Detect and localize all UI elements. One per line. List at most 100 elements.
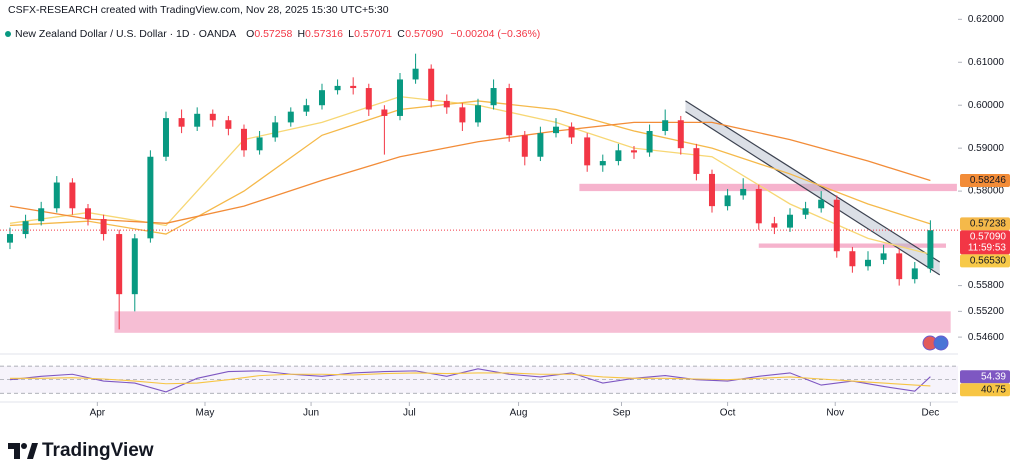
zone [579,183,957,192]
candle-body [334,85,341,91]
candle-body [240,128,247,151]
candle-body [521,135,528,157]
x-tick-label: Oct [720,408,736,419]
candle-body [771,223,778,228]
candle-body [911,268,918,280]
candle-body [69,182,76,209]
candle-body [615,150,622,162]
candle-body [599,161,606,166]
brand: TradingView [42,440,154,461]
ohlc-label: H [297,28,305,40]
candle-body [833,199,840,252]
indicator-line [9,368,931,393]
countdown: 11:59:53 [968,242,1007,253]
x-tick-label: Aug [510,408,528,419]
change: −0.00204 (−0.36%) [450,28,540,40]
candle-body [693,148,700,174]
price-label-box [960,217,1010,231]
price-label: 0.56530 [970,255,1007,266]
price-label-box [960,230,1010,255]
candle-body [818,199,825,209]
candle-body [864,259,871,267]
y-tick-label: 0.59000 [968,143,1005,154]
candle-body [677,120,684,149]
y-tick-label: 0.60000 [968,100,1005,111]
candle-body [53,182,60,209]
candle-body [443,100,450,108]
candle-body [131,238,138,295]
candle-body [209,113,216,121]
candle-body [740,188,747,196]
candle-body [84,208,91,220]
candle-body [256,137,263,151]
candle-body [568,126,575,138]
price-label: 0.58246 [970,175,1007,186]
flag-icon [922,335,949,351]
credit: CSFX-RESEARCH created with TradingView.c… [8,4,389,16]
candle-body [506,88,513,136]
status-dot [5,31,11,37]
candle-body [303,105,310,112]
candle-body [38,208,45,222]
y-tick-label: 0.55200 [968,306,1005,317]
indicator-label: 54.39 [981,371,1006,382]
y-tick-label: 0.55800 [968,280,1005,291]
channel-line [685,100,941,263]
logo [8,443,38,459]
ohlc-label: O [246,28,254,40]
x-tick-label: Apr [90,408,106,419]
candle-body [724,195,731,207]
candle-body [22,221,29,235]
y-tick-label: 0.61000 [968,57,1005,68]
x-tick-label: Jul [403,408,416,419]
candle-body [708,173,715,207]
candle-body [116,234,123,295]
price-label: 0.57090 [970,231,1007,242]
candle-body [178,118,185,127]
price-label: 0.57238 [970,218,1007,229]
indicator-label-box [960,383,1010,397]
candle-body [802,208,809,215]
moving-average [9,121,931,224]
ohlc-value: 0.57316 [305,28,343,40]
candle-body [662,120,669,131]
candle-body [474,105,481,123]
candle-body [350,85,357,89]
candle-body [318,90,325,106]
candle-body [927,230,934,269]
candle-body [755,188,762,224]
candle-body [194,113,201,127]
candle-body [552,126,559,134]
ohlc-value: 0.57071 [354,28,392,40]
ohlc-value: 0.57090 [405,28,443,40]
ohlc-value: 0.57258 [254,28,292,40]
candle-body [630,150,637,153]
channel-fill [685,100,940,275]
candle-body [880,253,887,260]
price-label-box [960,254,1010,268]
indicator-line [9,372,931,387]
x-tick-label: Sep [613,408,631,419]
candle-body [225,120,232,129]
candle-body [162,118,169,157]
channel-line [685,111,941,276]
candle-body [272,122,279,138]
symbol: New Zealand Dollar / U.S. Dollar · 1D · … [15,28,236,40]
candle-body [459,107,466,123]
candle-body [490,88,497,106]
zone [114,311,951,333]
indicator-label: 40.75 [981,384,1006,395]
y-tick-label: 0.62000 [968,14,1005,25]
indicator-label-box [960,370,1010,384]
zone [758,243,946,248]
candle-body [147,156,154,239]
candle-body [100,219,107,235]
candle-body [584,137,591,166]
candle-body [849,251,856,267]
x-tick-label: May [196,408,215,419]
ohlc-label: C [397,28,405,40]
candle-body [381,109,388,116]
candle-body [365,88,372,110]
candle-body [896,253,903,280]
